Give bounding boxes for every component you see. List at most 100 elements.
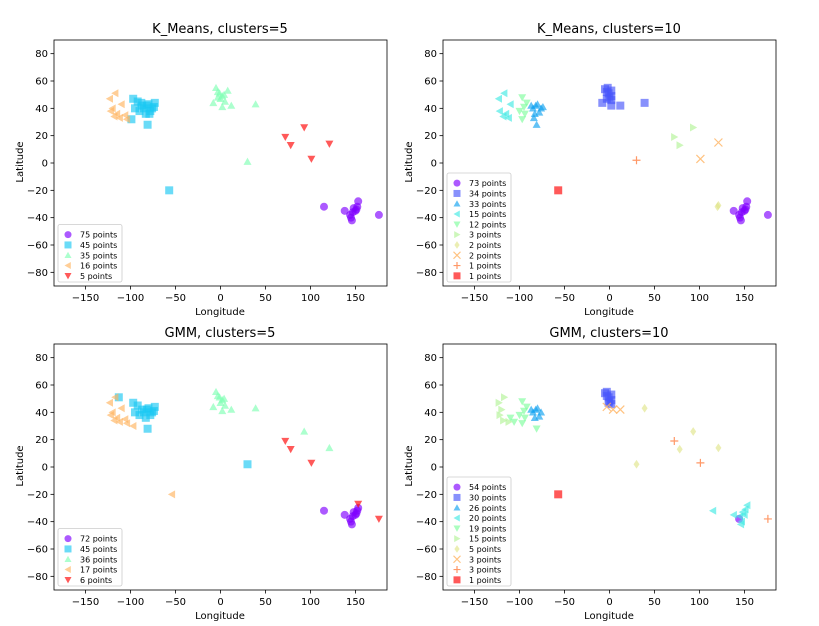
data-point [320,202,328,211]
legend-marker [64,555,72,563]
data-point [690,427,697,436]
y-tick-label: −20 [416,490,437,501]
data-point [538,102,547,111]
legend-label: 5 points [80,272,112,281]
data-point [281,437,290,446]
chart-kmeans-5: K_Means, clusters=5 Longitude Latitude −… [15,22,388,318]
data-point [695,154,705,164]
legend-marker [453,200,461,207]
legend-marker [453,189,461,197]
data-point [320,506,328,515]
x-tick-label: 0 [217,293,223,304]
y-tick-label: 40 [35,408,48,419]
legend-marker [64,262,71,270]
data-point [676,444,683,454]
data-point [221,401,229,409]
legend-label: 6 points [80,576,112,585]
legend-marker [453,483,461,491]
y-tick-label: −40 [416,517,437,528]
y-tick-label: 20 [424,435,437,446]
x-axis-label: Longitude [584,611,634,622]
data-point [494,94,502,103]
x-tick-label: −150 [72,293,99,304]
y-tick-label: 40 [424,104,437,115]
data-point [150,402,159,411]
y-tick-label: −60 [416,241,437,252]
data-point [602,387,611,396]
y-axis-label: Latitude [404,445,415,486]
data-point [502,109,510,118]
legend-label: 16 points [80,262,117,271]
y-tick-label: 20 [35,131,48,142]
y-tick-label: −40 [27,517,48,528]
legend-marker [454,545,460,553]
data-point [227,101,236,109]
x-tick-label: −150 [461,597,488,608]
data-point [533,100,542,108]
data-point [535,108,544,116]
data-point [374,210,383,219]
data-point [143,120,152,129]
x-tick-label: −100 [506,293,533,304]
data-point [108,408,116,417]
legend-marker [453,251,461,260]
data-point [307,459,316,467]
legend-marker [453,179,461,187]
data-point [347,213,355,222]
data-point [495,398,503,407]
y-tick-label: −80 [416,572,437,583]
data-point [243,460,252,469]
legend-marker [454,241,460,249]
y-tick-label: 0 [431,159,437,170]
legend-label: 1 points [469,576,501,585]
legend-marker [64,273,72,280]
x-tick-label: 100 [301,293,320,304]
data-point [520,110,529,118]
y-tick-label: −40 [27,213,48,224]
data-point [607,101,616,110]
data-point [522,99,531,107]
data-point [598,98,607,107]
x-tick-label: 50 [648,597,661,608]
y-tick-label: 0 [431,463,437,474]
data-point [223,86,232,94]
data-point [146,107,155,116]
data-point [640,98,649,107]
data-point [113,413,121,422]
x-axis-label: Longitude [195,611,245,622]
data-point [676,141,684,150]
legend-box [57,528,123,587]
legend-marker [454,535,461,543]
data-point [532,425,541,433]
data-point [105,398,113,407]
y-tick-label: 80 [35,353,48,364]
data-point [713,138,723,147]
data-point [105,94,113,103]
y-axis-label: Latitude [404,141,415,182]
x-tick-label: −50 [554,597,575,608]
data-point [114,393,123,402]
x-tick-label: 0 [606,293,612,304]
legend-label: 35 points [80,251,117,260]
data-point [607,86,616,95]
chart-title: K_Means, clusters=10 [537,22,681,37]
legend-box [446,172,512,283]
data-point [137,98,146,107]
data-point [115,113,123,122]
legend-label: 3 points [469,555,501,564]
x-tick-label: 150 [346,293,365,304]
y-axis-label: Latitude [15,445,26,486]
x-tick-label: −150 [461,293,488,304]
data-point [135,107,144,116]
legend-label: 26 points [469,504,506,513]
legend-marker [453,272,461,280]
legend-marker [453,493,461,501]
legend-marker [64,241,72,249]
data-point [518,116,527,124]
data-point [633,459,640,469]
legend-label: 2 points [469,241,501,250]
data-point [616,101,625,110]
legend-label: 20 points [469,514,506,523]
data-point [150,98,159,107]
data-point [209,98,218,107]
